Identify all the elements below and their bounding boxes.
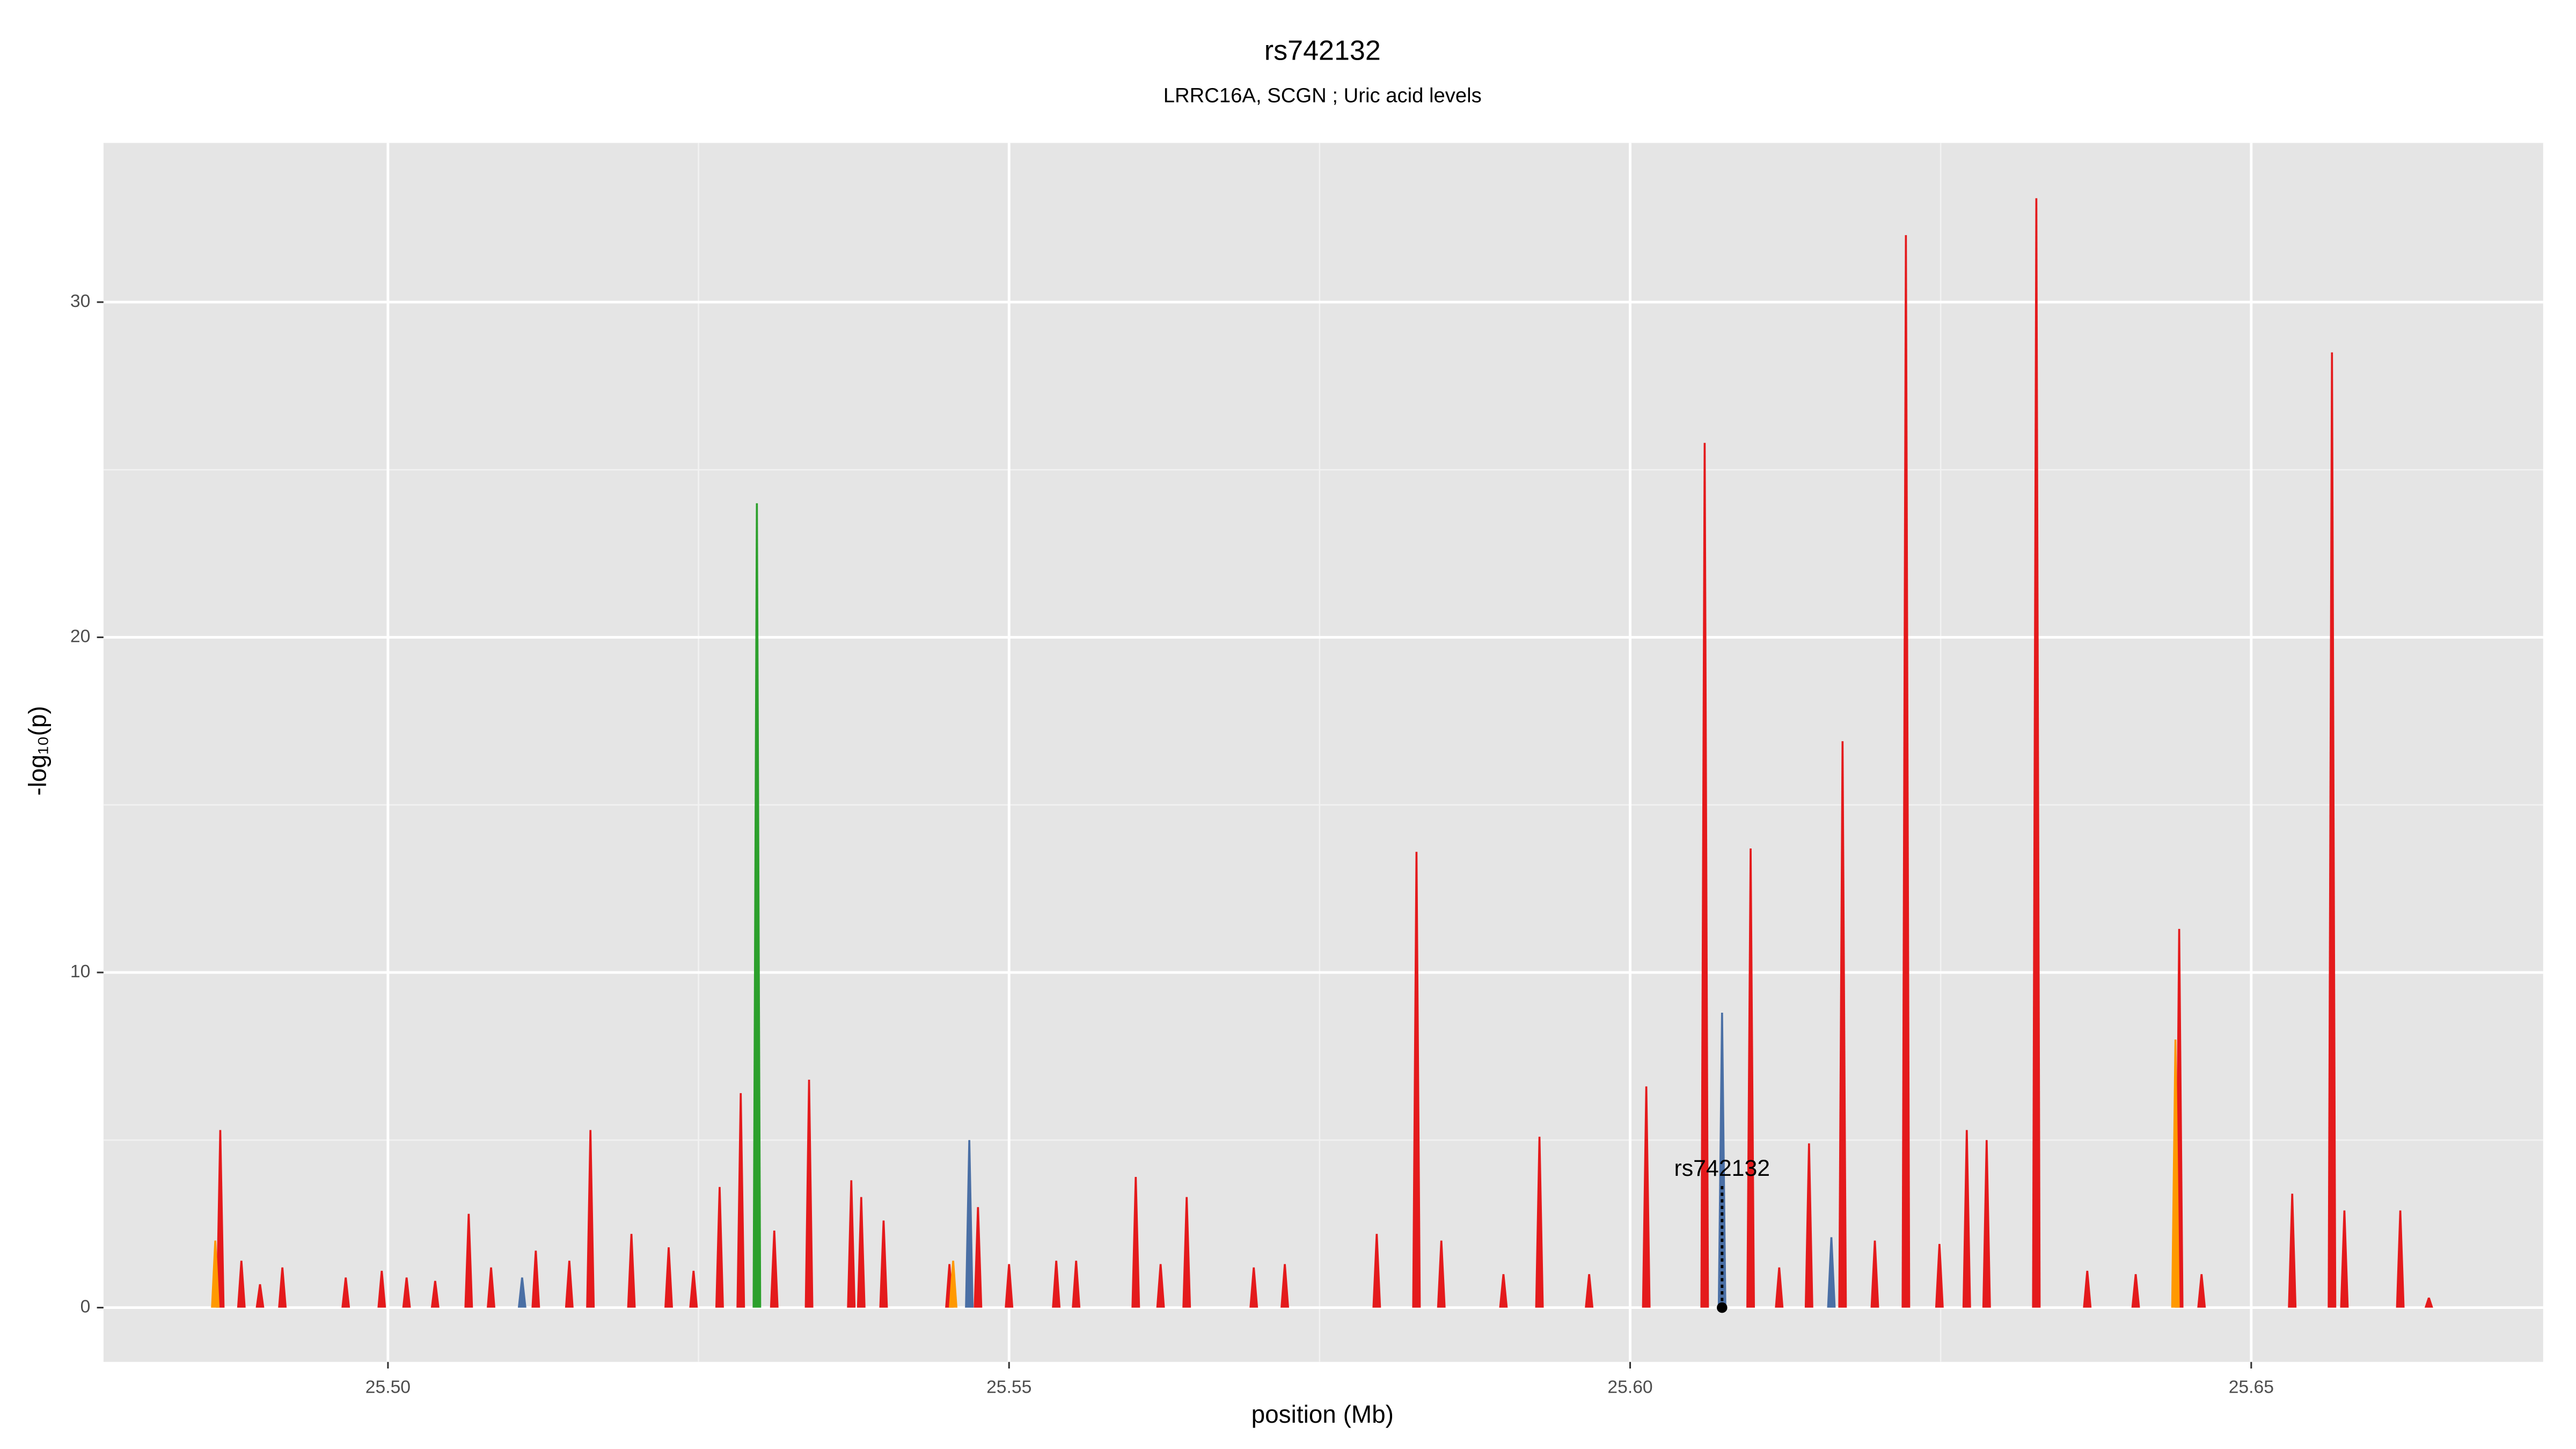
spike: [1182, 1197, 1191, 1308]
spike: [804, 1079, 814, 1308]
x-axis-label: position (Mb): [1252, 1400, 1394, 1428]
spike: [2396, 1210, 2405, 1308]
spike: [1717, 1012, 1726, 1308]
x-tick-label: 25.50: [365, 1378, 411, 1397]
spike: [586, 1130, 595, 1308]
spike: [1962, 1130, 1971, 1308]
spike: [2424, 1297, 2433, 1308]
spike: [2197, 1274, 2206, 1308]
spike: [1156, 1264, 1165, 1308]
spike: [974, 1207, 983, 1308]
spike: [715, 1187, 724, 1308]
spike: [752, 503, 762, 1308]
y-tick-label: 0: [80, 1297, 91, 1316]
spike: [237, 1261, 246, 1308]
x-tick-label: 25.55: [986, 1378, 1031, 1397]
marks: [211, 198, 2433, 1308]
spike: [211, 1240, 220, 1308]
spike: [1870, 1240, 1879, 1308]
spike: [879, 1220, 888, 1308]
spike: [377, 1270, 386, 1308]
spike: [430, 1280, 440, 1308]
spike: [965, 1140, 974, 1308]
spike: [341, 1277, 350, 1308]
panel: [103, 143, 2543, 1362]
spike: [664, 1247, 673, 1308]
spike: [1280, 1264, 1290, 1308]
spike: [1585, 1274, 1594, 1308]
spike: [1072, 1261, 1081, 1308]
spike: [2131, 1274, 2140, 1308]
spike: [847, 1180, 856, 1308]
lead-snp-label: rs742132: [1674, 1155, 1770, 1181]
spike: [1535, 1137, 1544, 1308]
spike: [1005, 1264, 1014, 1308]
spike: [255, 1284, 265, 1308]
spike: [627, 1234, 636, 1308]
y-tick-label: 20: [70, 626, 90, 646]
chart-subtitle: LRRC16A, SCGN ; Uric acid levels: [1163, 84, 1482, 107]
spike: [857, 1197, 866, 1308]
spike: [2083, 1270, 2092, 1308]
spike: [1412, 852, 1421, 1308]
spike: [1642, 1086, 1651, 1308]
x-tick-label: 25.65: [2229, 1378, 2274, 1397]
spike: [1249, 1267, 1258, 1308]
spike: [531, 1250, 540, 1308]
spike: [1901, 235, 1911, 1308]
spike: [487, 1267, 495, 1308]
spike: [2032, 198, 2041, 1308]
spike: [1437, 1240, 1446, 1308]
lead-snp-point: [1717, 1302, 1728, 1313]
chart-title: rs742132: [1264, 35, 1381, 67]
spike: [1982, 1140, 1991, 1308]
spike: [2340, 1210, 2349, 1308]
y-axis-label: -log₁₀(p): [24, 706, 52, 795]
spike: [1827, 1237, 1836, 1308]
spike: [736, 1093, 745, 1308]
spike: [2171, 1039, 2180, 1308]
x-tick-label: 25.60: [1607, 1378, 1652, 1397]
spike: [565, 1261, 574, 1308]
spike: [770, 1230, 779, 1308]
spike: [402, 1277, 411, 1308]
spike: [1052, 1261, 1061, 1308]
spike: [464, 1213, 473, 1308]
spike: [2288, 1194, 2297, 1308]
spike: [1804, 1143, 1813, 1308]
spike: [949, 1261, 958, 1308]
spike: [1746, 848, 1755, 1308]
spike: [1499, 1274, 1508, 1308]
spike: [1372, 1234, 1381, 1308]
y-tick-label: 30: [70, 291, 90, 311]
spike: [1775, 1267, 1784, 1308]
spike: [1700, 443, 1709, 1308]
spike: [1131, 1177, 1140, 1308]
spike: [278, 1267, 287, 1308]
spike: [1935, 1243, 1944, 1308]
spike: [216, 1130, 225, 1308]
spike: [689, 1270, 698, 1308]
spike: [517, 1277, 526, 1308]
y-tick-label: 10: [70, 962, 90, 982]
spike: [1838, 741, 1847, 1308]
spike: [2328, 352, 2337, 1308]
